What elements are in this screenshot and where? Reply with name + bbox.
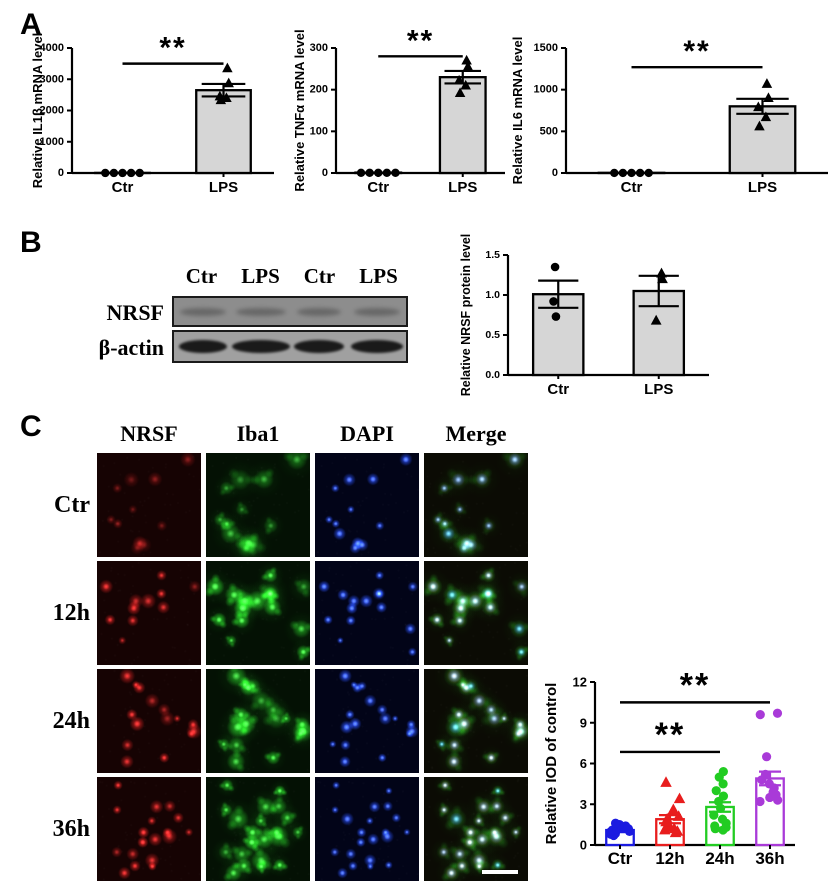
lane-label-4: LPS (359, 264, 398, 288)
svg-text:0: 0 (552, 167, 558, 179)
svg-text:1500: 1500 (534, 42, 558, 54)
svg-text:500: 500 (540, 125, 558, 137)
svg-text:Relative IL1β mRNA level: Relative IL1β mRNA level (30, 33, 45, 189)
lane-label-2: LPS (241, 264, 280, 288)
row-label-36h: 36h (52, 816, 90, 842)
svg-text:Relative IL6 mRNA level: Relative IL6 mRNA level (510, 37, 525, 185)
row-label-12h: 12h (52, 600, 90, 626)
column-header-nrsf: NRSF (120, 421, 178, 446)
svg-text:1000: 1000 (40, 136, 64, 148)
micrograph-ctr-iba1 (206, 453, 310, 557)
svg-text:Ctr: Ctr (112, 179, 134, 196)
micrograph-ctr-merge (424, 453, 528, 557)
svg-text:0: 0 (58, 167, 64, 179)
micrograph-36h-merge (424, 777, 528, 881)
micrograph-grid (97, 453, 528, 881)
svg-text:3: 3 (580, 797, 587, 812)
blot-band (351, 340, 403, 353)
micrograph-24h-nrsf (97, 669, 201, 773)
chart-nrsf-protein: 0.0 0.5 1.0 1.5 Relative NRSF protein level C… (459, 234, 709, 398)
row-label-ctr: Ctr (54, 492, 90, 518)
svg-text:200: 200 (310, 84, 328, 96)
micrograph-24h-merge (424, 669, 528, 773)
chart-relative-iod: 0 3 6 9 12 Relative IOD of control Ctr 12h 24h 36… (543, 666, 795, 868)
svg-text:**: ** (159, 32, 186, 65)
svg-text:6: 6 (580, 756, 587, 771)
micrograph-24h-iba1 (206, 669, 310, 773)
blot-band (232, 340, 290, 353)
blot-lane-labels: Ctr LPS Ctr LPS (172, 264, 408, 289)
micrograph-ctr-dapi (315, 453, 419, 557)
svg-text:**: ** (655, 716, 685, 754)
micrograph-12h-nrsf (97, 561, 201, 665)
svg-text:LPS: LPS (748, 179, 777, 196)
lane-label-3: Ctr (303, 264, 336, 288)
blot-band (294, 340, 344, 353)
micrograph-36h-iba1 (206, 777, 310, 881)
svg-text:**: ** (683, 35, 710, 68)
micrograph-column-headers: NRSF Iba1 DAPI Merge (97, 419, 528, 449)
micrograph-12h-merge (424, 561, 528, 665)
svg-text:Ctr: Ctr (621, 179, 643, 196)
micrograph-36h-nrsf (97, 777, 201, 881)
micrograph-36h-dapi (315, 777, 419, 881)
svg-text:LPS: LPS (209, 179, 238, 196)
micrograph-12h-iba1 (206, 561, 310, 665)
micrograph-24h-dapi (315, 669, 419, 773)
panel-b-label: B (20, 226, 42, 259)
svg-text:0.5: 0.5 (485, 329, 500, 341)
svg-text:Relative IOD of control: Relative IOD of control (543, 683, 560, 845)
blot-row-label-nrsf: NRSF (106, 300, 164, 325)
micrograph-ctr-nrsf (97, 453, 201, 557)
svg-text:9: 9 (580, 715, 587, 730)
svg-text:Relative NRSF protein level: Relative NRSF protein level (459, 234, 473, 397)
svg-text:3000: 3000 (40, 73, 64, 85)
svg-text:0.0: 0.0 (485, 369, 500, 381)
svg-text:Ctr: Ctr (608, 849, 633, 868)
column-header-iba1: Iba1 (236, 421, 280, 446)
svg-text:0: 0 (580, 838, 587, 853)
svg-text:Relative TNFα mRNA level: Relative TNFα mRNA level (292, 29, 307, 191)
blot-row-label-bactin: β-actin (98, 335, 164, 360)
svg-text:Ctr: Ctr (367, 179, 389, 196)
blot-band (179, 340, 227, 353)
svg-text:**: ** (407, 24, 434, 57)
blot-band (354, 308, 400, 316)
micrograph-12h-dapi (315, 561, 419, 665)
svg-text:Ctr: Ctr (547, 381, 569, 398)
svg-text:LPS: LPS (644, 381, 673, 398)
blot-band (180, 308, 226, 316)
svg-text:12h: 12h (655, 849, 684, 868)
nrsf-blot-strip (172, 296, 408, 327)
svg-text:36h: 36h (755, 849, 784, 868)
scale-bar (482, 870, 518, 874)
lane-label-1: Ctr (185, 264, 218, 288)
panel-a-label: A (20, 8, 42, 41)
column-header-dapi: DAPI (340, 421, 394, 446)
svg-text:1.5: 1.5 (485, 249, 500, 261)
svg-text:**: ** (680, 666, 710, 704)
svg-text:12: 12 (573, 675, 587, 690)
svg-text:LPS: LPS (448, 179, 477, 196)
svg-text:4000: 4000 (40, 42, 64, 54)
panel-c-label: C (20, 410, 42, 443)
svg-text:24h: 24h (705, 849, 734, 868)
svg-text:1000: 1000 (534, 84, 558, 96)
svg-text:100: 100 (310, 125, 328, 137)
chart-il6-mrna: 0 500 1000 1500 Relative IL6 mRNA level Ctr LP… (510, 35, 828, 196)
svg-text:1.0: 1.0 (485, 289, 500, 301)
row-label-24h: 24h (52, 708, 90, 734)
blot-band (236, 308, 286, 316)
svg-text:2000: 2000 (40, 105, 64, 117)
svg-text:0: 0 (322, 167, 328, 179)
bactin-blot-strip (172, 330, 408, 363)
column-header-merge: Merge (445, 421, 507, 446)
blot-band (297, 308, 341, 316)
svg-text:300: 300 (310, 42, 328, 54)
